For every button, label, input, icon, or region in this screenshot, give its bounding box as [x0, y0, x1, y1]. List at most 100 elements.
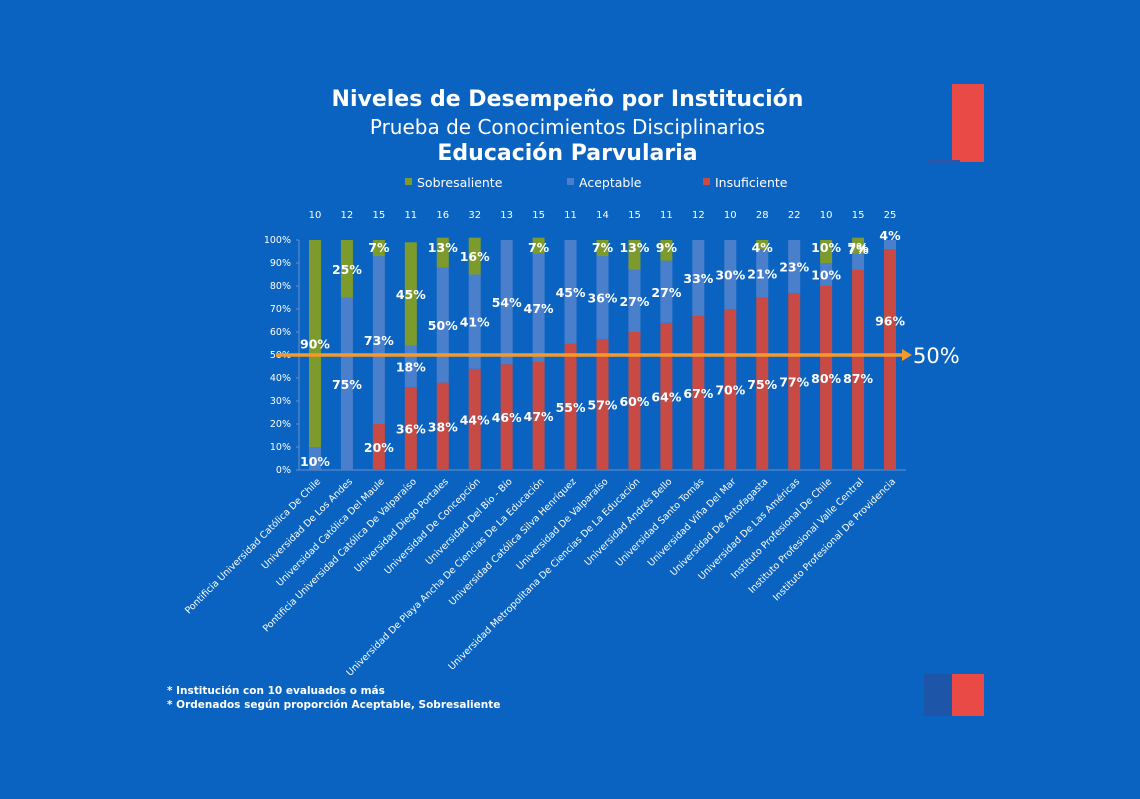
- count-label: 25: [884, 210, 897, 221]
- flag-blue-line: [928, 160, 960, 163]
- bar-segment: [436, 382, 449, 470]
- bar-segment: [532, 361, 545, 470]
- bar-segment: [724, 309, 737, 470]
- bar-segment: [308, 240, 321, 447]
- data-label: 87%: [843, 371, 873, 386]
- data-label: 47%: [524, 301, 554, 316]
- flag-decoration-bottom: [924, 674, 984, 716]
- bar-segment: [372, 424, 385, 470]
- count-label: 10: [820, 210, 833, 221]
- data-label: 50%: [428, 318, 458, 333]
- data-label: 10%: [811, 268, 841, 283]
- bar-segment: [372, 256, 385, 424]
- data-label: 20%: [364, 440, 394, 455]
- bar-segment: [884, 249, 897, 470]
- data-label: 7%: [528, 240, 550, 255]
- legend-swatch: [703, 178, 710, 185]
- bar-segment: [692, 240, 705, 316]
- bar-segment: [852, 237, 865, 254]
- bar-segment: [852, 253, 865, 270]
- bar-segment: [500, 364, 513, 470]
- category-label: Instituto Profesional Valle Central: [747, 476, 866, 595]
- count-label: 11: [564, 210, 577, 221]
- bar-segment: [628, 269, 641, 332]
- data-label: 75%: [747, 377, 777, 392]
- count-label: 15: [852, 210, 865, 221]
- bar-segment: [532, 237, 545, 254]
- y-tick-label: 70%: [270, 304, 291, 315]
- data-label: 36%: [588, 291, 618, 306]
- data-label: 16%: [460, 249, 490, 264]
- footnotes: * Institución con 10 evaluados o más * O…: [167, 684, 500, 712]
- bar-segment: [884, 240, 897, 250]
- bar-segment: [852, 269, 865, 470]
- chart-subtitle: Prueba de Conocimientos Disciplinarios: [369, 115, 766, 139]
- bar-segment: [820, 286, 833, 470]
- reference-line-arrow: [902, 349, 912, 361]
- data-label: 41%: [460, 315, 490, 330]
- bar-segment: [404, 387, 417, 470]
- count-label: 10: [309, 210, 322, 221]
- y-tick-label: 30%: [270, 396, 291, 407]
- flag-blue-block: [924, 674, 952, 716]
- data-label: 47%: [524, 409, 554, 424]
- data-label: 67%: [683, 386, 713, 401]
- bar-segment: [404, 242, 417, 346]
- bar-segment: [468, 368, 481, 470]
- data-label: 23%: [779, 259, 809, 274]
- data-label: 36%: [396, 422, 426, 437]
- bar-segment: [468, 237, 481, 275]
- count-label: 28: [756, 210, 769, 221]
- legend-label: Sobresaliente: [417, 175, 503, 190]
- bar-segment: [660, 260, 673, 323]
- data-label: 46%: [492, 410, 522, 425]
- count-label: 32: [468, 210, 481, 221]
- bar-segment: [788, 240, 801, 293]
- legend-swatch: [405, 178, 412, 185]
- count-label: 13: [500, 210, 513, 221]
- data-label: 44%: [460, 412, 490, 427]
- bar-segment: [724, 240, 737, 309]
- data-label: 27%: [619, 294, 649, 309]
- bar-segment: [500, 240, 513, 365]
- data-label: 80%: [811, 371, 841, 386]
- data-label: 4%: [879, 228, 901, 243]
- bar-segment: [564, 343, 577, 470]
- bar-segment: [468, 274, 481, 369]
- bar-segment: [596, 338, 609, 470]
- data-label: 7%: [847, 242, 869, 257]
- data-label: 60%: [619, 394, 649, 409]
- data-label: 9%: [656, 240, 678, 255]
- legend-swatch: [567, 178, 574, 185]
- data-label: 96%: [875, 314, 905, 329]
- data-label: 70%: [715, 383, 745, 398]
- data-label: 55%: [556, 400, 586, 415]
- data-label: 18%: [396, 360, 426, 375]
- data-label: 7%: [368, 240, 390, 255]
- footnote-1: * Institución con 10 evaluados o más: [167, 685, 385, 697]
- bar-segment: [756, 240, 769, 250]
- y-tick-label: 40%: [270, 373, 291, 384]
- count-label: 11: [660, 210, 673, 221]
- data-label: 64%: [651, 389, 681, 404]
- y-tick-label: 60%: [270, 327, 291, 338]
- legend-label: Insuficiente: [715, 175, 788, 190]
- bar-segment: [308, 447, 321, 470]
- footnote-2: * Ordenados según proporción Aceptable, …: [167, 699, 501, 711]
- count-label: 22: [788, 210, 801, 221]
- data-label: 75%: [332, 377, 362, 392]
- flag-red-block: [952, 84, 984, 162]
- count-label: 15: [532, 210, 545, 221]
- data-label: 38%: [428, 419, 458, 434]
- count-label: 16: [436, 210, 449, 221]
- bar-segment: [532, 253, 545, 362]
- bar-segment: [596, 240, 609, 257]
- legend-label: Aceptable: [579, 175, 642, 190]
- data-label: 21%: [747, 266, 777, 281]
- bar-segment: [564, 240, 577, 344]
- flag-red-block: [952, 674, 984, 716]
- data-label: 33%: [683, 271, 713, 286]
- y-tick-label: 100%: [264, 235, 291, 246]
- bar-segment: [436, 237, 449, 268]
